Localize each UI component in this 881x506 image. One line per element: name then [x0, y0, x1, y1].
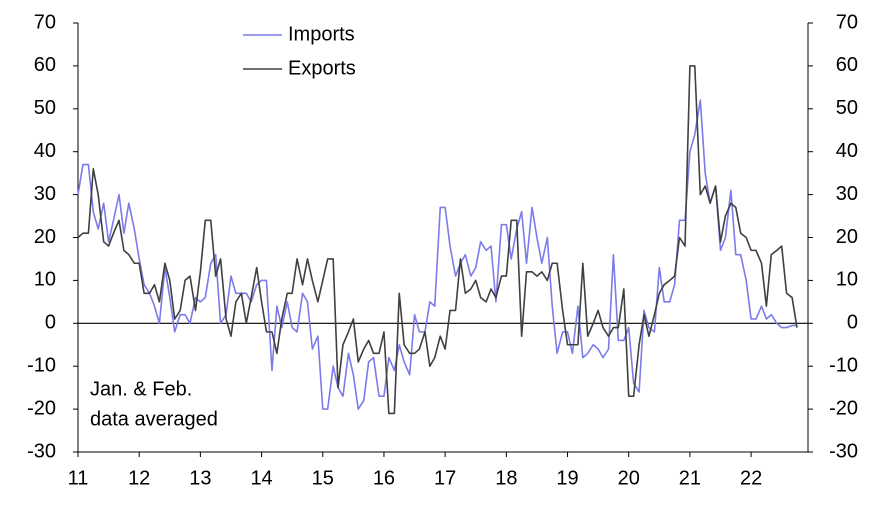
y2-tick-label: 10: [836, 269, 858, 291]
y-tick-label: -30: [27, 440, 56, 462]
y2-tick-label: -20: [829, 397, 858, 419]
x-tick-label: 13: [189, 467, 211, 489]
x-tick-label: 19: [556, 467, 578, 489]
y2-tick-label: -10: [829, 354, 858, 376]
series-line: [77, 99, 797, 410]
y2-tick-label: 40: [836, 140, 858, 162]
y-tick-label: -10: [27, 354, 56, 376]
series-line: [77, 65, 798, 415]
y-tick-label: 60: [34, 54, 56, 76]
x-tick-label: 11: [68, 467, 89, 489]
legend-label: Imports: [288, 23, 355, 45]
y2-tick-label: 20: [836, 226, 858, 248]
y-tick-label: 0: [45, 312, 56, 334]
y2-tick-label: -30: [829, 440, 858, 462]
annotation: data averaged: [90, 408, 218, 430]
x-tick-label: 20: [618, 467, 640, 489]
x-tick-label: 18: [495, 467, 517, 489]
y2-tick-label: 30: [836, 183, 858, 205]
y-tick-label: 70: [34, 11, 56, 33]
annotation: Jan. & Feb.: [90, 378, 192, 400]
x-tick-label: 16: [373, 467, 395, 489]
y2-tick-label: 50: [836, 97, 858, 119]
y-tick-label: -20: [27, 397, 56, 419]
legend-label: Exports: [288, 57, 356, 79]
y2-tick-label: 70: [836, 11, 858, 33]
x-tick-label: 17: [434, 467, 456, 489]
y2-tick-label: 60: [836, 54, 858, 76]
y-tick-label: 40: [34, 140, 56, 162]
y-tick-label: 20: [34, 226, 56, 248]
y-tick-label: 30: [34, 183, 56, 205]
x-tick-label: 14: [250, 467, 272, 489]
y-tick-label: 10: [34, 269, 56, 291]
y2-tick-label: 0: [847, 312, 858, 334]
x-tick-label: 12: [128, 467, 150, 489]
y-tick-label: 50: [34, 97, 56, 119]
x-tick-label: 15: [312, 467, 334, 489]
x-tick-label: 21: [679, 467, 701, 489]
x-tick-label: 22: [740, 467, 762, 489]
